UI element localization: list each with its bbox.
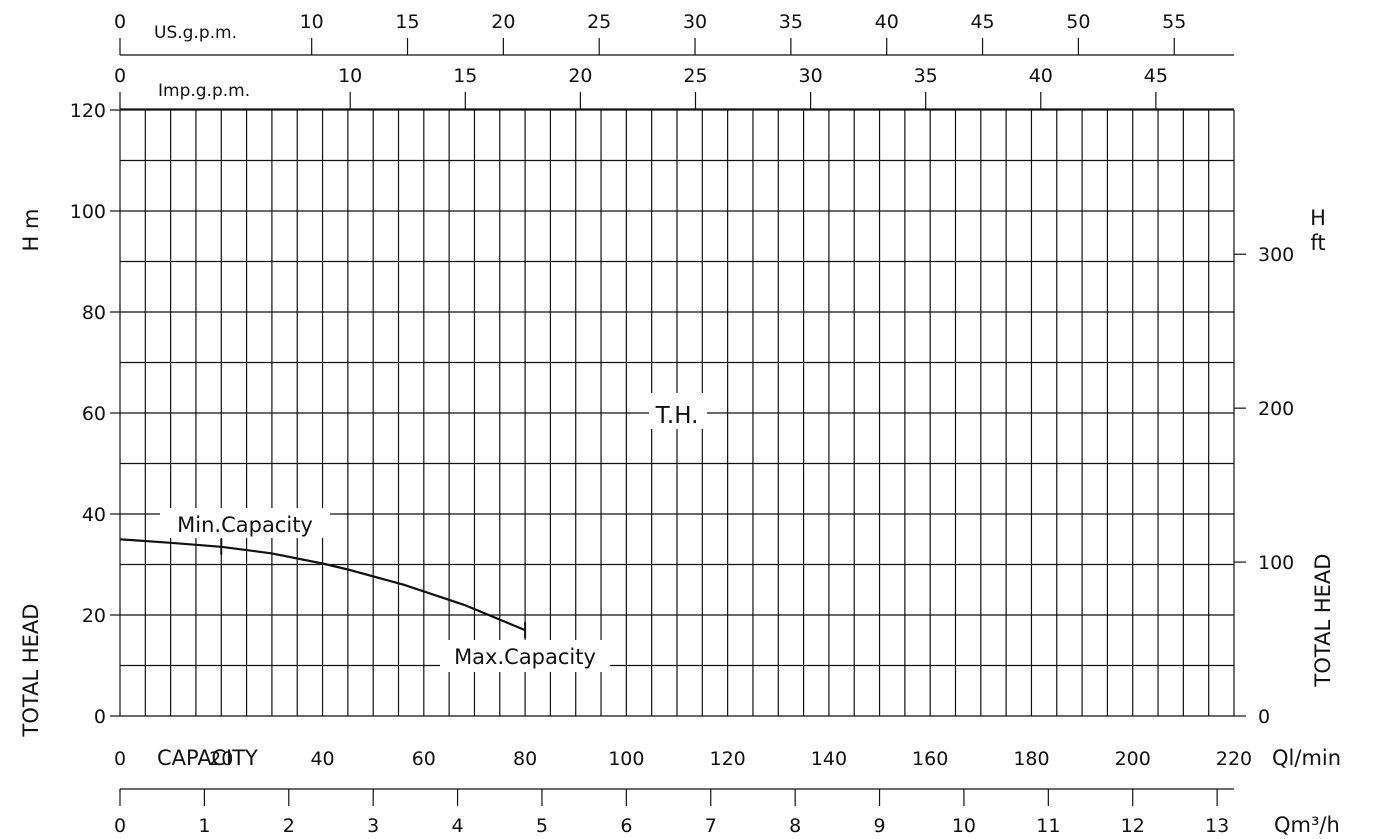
x-tick-label: 20	[209, 748, 233, 770]
qm3h-tick-label: 12	[1121, 815, 1145, 837]
x-tick-label: 220	[1216, 748, 1252, 770]
x-tick-label: 120	[710, 748, 746, 770]
y2-axis-label: TOTAL HEAD	[1311, 554, 1335, 688]
imp-gpm-tick-label: 40	[1029, 65, 1053, 87]
y-axis-unit: H m	[19, 209, 43, 252]
imp-gpm-tick-label: 0	[114, 65, 126, 87]
imp-gpm-tick-label: 20	[568, 65, 592, 87]
us-gpm-axis-label: US.g.p.m.	[154, 23, 237, 43]
imp-gpm-axis-label: Imp.g.p.m.	[158, 81, 250, 101]
qm3h-tick-label: 2	[283, 815, 295, 837]
x-axis-unit: Ql/min	[1272, 746, 1341, 770]
qm3h-tick-label: 0	[114, 815, 126, 837]
qm3h-tick-label: 8	[789, 815, 801, 837]
qm3h-tick-label: 13	[1205, 815, 1229, 837]
qm3h-tick-label: 4	[452, 815, 464, 837]
imp-gpm-tick-label: 25	[683, 65, 707, 87]
us-gpm-tick-label: 40	[875, 11, 899, 33]
imp-gpm-tick-label: 45	[1144, 65, 1168, 87]
y-tick-label: 40	[82, 504, 106, 526]
x-tick-label: 160	[912, 748, 948, 770]
qm3h-tick-label: 10	[952, 815, 976, 837]
y-tick-label: 120	[70, 100, 106, 122]
y2-tick-label: 200	[1258, 398, 1294, 420]
performance-curve-group	[119, 538, 527, 639]
y2-tick-label: 100	[1258, 552, 1294, 574]
us-gpm-tick-label: 10	[300, 11, 324, 33]
x-tick-label: 80	[513, 748, 537, 770]
min-capacity-annotation: Min.Capacity	[177, 513, 313, 537]
th-annotation: T.H.	[655, 403, 699, 429]
x-tick-label: 40	[310, 748, 334, 770]
y2-unit-part: ft	[1310, 231, 1325, 255]
us-gpm-tick-label: 20	[491, 11, 515, 33]
qm3h-tick-label: 9	[873, 815, 885, 837]
us-gpm-tick-label: 30	[683, 11, 707, 33]
x-tick-label: 0	[114, 748, 126, 770]
us-gpm-tick-label: 55	[1162, 11, 1186, 33]
y-tick-label: 0	[94, 706, 106, 728]
qm3h-tick-label: 1	[198, 815, 210, 837]
min-capacity-background	[160, 508, 330, 538]
y2-tick-label: 300	[1258, 244, 1294, 266]
y-tick-label: 80	[82, 302, 106, 324]
qm3h-tick-label: 11	[1036, 815, 1060, 837]
x-tick-label: 200	[1115, 748, 1151, 770]
us-gpm-tick-label: 50	[1066, 11, 1090, 33]
qm3h-tick-label: 5	[536, 815, 548, 837]
imp-gpm-tick-label: 30	[798, 65, 822, 87]
us-gpm-tick-label: 15	[395, 11, 419, 33]
y-tick-label: 20	[82, 605, 106, 627]
x-tick-label: 100	[608, 748, 644, 770]
performance-curve	[119, 538, 526, 632]
imp-gpm-tick-label: 10	[338, 65, 362, 87]
th-label-background	[649, 393, 707, 429]
x-axis-label: CAPACITY	[157, 746, 258, 770]
y-tick-label: 60	[82, 403, 106, 425]
us-gpm-tick-label: 25	[587, 11, 611, 33]
us-gpm-tick-label: 45	[970, 11, 994, 33]
y2-axis-unit: Hft	[1310, 206, 1326, 255]
y2-tick-label: 0	[1258, 706, 1270, 728]
x-tick-label: 60	[412, 748, 436, 770]
qm3h-tick-label: 3	[367, 815, 379, 837]
us-gpm-tick-label: 35	[779, 11, 803, 33]
y-axis-label: TOTAL HEAD	[19, 604, 43, 738]
qm3h-tick-label: 7	[705, 815, 717, 837]
imp-gpm-tick-label: 35	[914, 65, 938, 87]
y-tick-label: 100	[70, 201, 106, 223]
imp-gpm-tick-label: 15	[453, 65, 477, 87]
qm3h-tick-label: 6	[620, 815, 632, 837]
y2-unit-part: H	[1310, 206, 1326, 230]
x-tick-label: 140	[811, 748, 847, 770]
us-gpm-tick-label: 0	[114, 11, 126, 33]
plot-grid	[119, 109, 1235, 717]
qm3h-axis-label: Qm³/h	[1274, 813, 1340, 837]
max-capacity-annotation: Max.Capacity	[454, 645, 596, 669]
max-capacity-background	[440, 640, 610, 672]
x-tick-label: 180	[1013, 748, 1049, 770]
